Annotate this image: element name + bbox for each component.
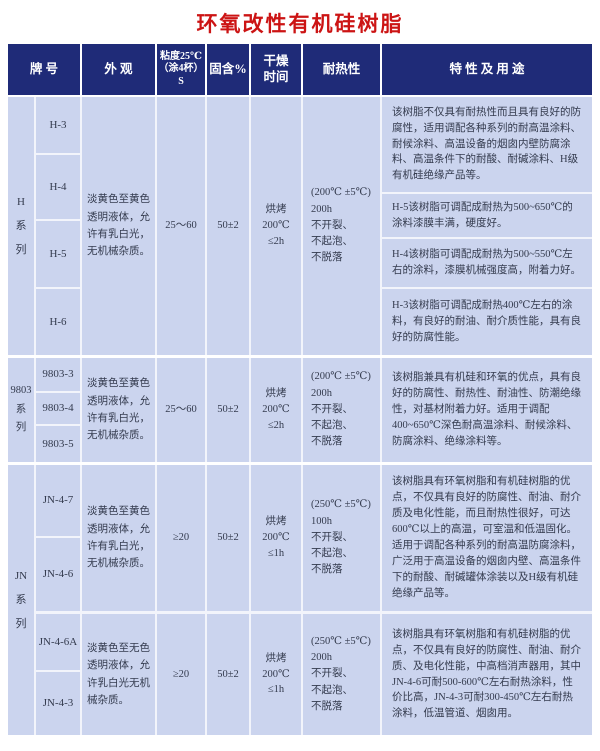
series-cell: 9803 系 列 xyxy=(8,358,34,462)
grade-cell: H-5 xyxy=(36,221,80,287)
section-divider xyxy=(8,462,592,465)
viscosity-cell: 25～60 xyxy=(157,97,205,355)
features-cell: 该树脂不仅具有耐热性而且具有良好的防腐性，适用调配各种系列的耐高温涂料、耐候涂料… xyxy=(382,97,592,192)
viscosity-cell: 25～60 xyxy=(157,358,205,462)
section-divider xyxy=(8,355,592,358)
section-9803-series: 9803 系 列 9803-3 9803-4 9803-5 淡黄色至黄色透明液体… xyxy=(8,358,592,462)
grade-cell: JN-4-7 xyxy=(36,465,80,536)
header-heat-resistance: 耐热性 xyxy=(303,44,380,95)
drying-cell: 烘烤 200℃ ≤2h xyxy=(251,358,301,462)
header-drying-time: 干燥 时间 xyxy=(251,44,301,95)
appearance-cell: 淡黄色至黄色透明液体，允许有乳白光，无机械杂质。 xyxy=(82,97,155,355)
grade-column: 9803-3 9803-4 9803-5 xyxy=(36,358,80,462)
features-column: 该树脂兼具有机硅和环氧的优点，具有良好的防腐性、耐热性、耐油性、防潮绝缘性，对基… xyxy=(382,358,592,462)
heat-resistance-cell: (200℃ ±5℃) 200h 不开裂、 不起泡、 不脱落 xyxy=(303,97,380,355)
features-column: 该树脂不仅具有耐热性而且具有良好的防腐性，适用调配各种系列的耐高温涂料、耐候涂料… xyxy=(382,97,592,355)
series-cell: H 系 列 xyxy=(8,97,34,355)
jn-subgroup-2: JN-4-6A JN-4-3 淡黄色至无色透明液体，允许乳白光无机械杂质。 ≥2… xyxy=(36,614,592,735)
appearance-cell: 淡黄色至无色透明液体，允许乳白光无机械杂质。 xyxy=(82,614,155,735)
features-cell: 该树脂兼具有机硅和环氧的优点，具有良好的防腐性、耐热性、耐油性、防潮绝缘性，对基… xyxy=(382,358,592,462)
page-title: 环氧改性有机硅树脂 xyxy=(196,12,404,36)
solid-content-cell: 50±2 xyxy=(207,97,249,355)
section-jn-series: JN 系 列 JN-4-7 JN-4-6 淡黄色至黄色透明液体，允许有乳白光，无… xyxy=(8,465,592,735)
grade-column: H-3 H-4 H-5 H-6 xyxy=(36,97,80,355)
solid-content-cell: 50±2 xyxy=(207,614,249,735)
appearance-cell: 淡黄色至黄色透明液体，允许有乳白光，无机械杂质。 xyxy=(82,465,155,611)
grade-cell: H-6 xyxy=(36,289,80,355)
grade-cell: JN-4-6 xyxy=(36,538,80,611)
grade-cell: JN-4-6A xyxy=(36,614,80,670)
header-brand: 牌 号 xyxy=(8,44,80,95)
header-features: 特 性 及 用 途 xyxy=(382,44,592,95)
header-appearance: 外 观 xyxy=(82,44,155,95)
drying-cell: 烘烤 200℃ ≤1h xyxy=(251,465,301,611)
features-cell: H-4该树脂可调配成耐热为500~550℃左右的涂料，漆膜机械强度高，附着力好。 xyxy=(382,239,592,287)
section-h-series: H 系 列 H-3 H-4 H-5 H-6 淡黄色至黄色透明液体，允许有乳白光，… xyxy=(8,97,592,355)
grade-cell: JN-4-3 xyxy=(36,672,80,735)
features-cell: 该树脂具有环氧树脂和有机硅树脂的优点，不仅具有良好的防腐性、耐油、耐介质、及电化… xyxy=(382,614,592,735)
features-cell: H-5该树脂可调配成耐热为500~650℃的涂料漆膜丰满，硬度好。 xyxy=(382,194,592,237)
jn-subgroups: JN-4-7 JN-4-6 淡黄色至黄色透明液体，允许有乳白光，无机械杂质。 ≥… xyxy=(36,465,592,735)
features-cell: 该树脂具有环氧树脂和有机硅树脂的优点，不仅具有良好的防腐性、耐油、耐介质及电化性… xyxy=(382,465,592,611)
header-viscosity: 粘度25℃ （涂4杯） S xyxy=(157,44,205,95)
grade-column: JN-4-6A JN-4-3 xyxy=(36,614,80,735)
viscosity-cell: ≥20 xyxy=(157,614,205,735)
jn-subgroup-1: JN-4-7 JN-4-6 淡黄色至黄色透明液体，允许有乳白光，无机械杂质。 ≥… xyxy=(36,465,592,611)
heat-resistance-cell: (200℃ ±5℃) 200h 不开裂、 不起泡、 不脱落 xyxy=(303,358,380,462)
grade-cell: 9803-5 xyxy=(36,426,80,462)
resin-spec-table: 牌 号 外 观 粘度25℃ （涂4杯） S 固含% 干燥 时间 耐热性 特 性 … xyxy=(8,44,592,735)
grade-cell: H-3 xyxy=(36,97,80,153)
header-solid-content: 固含% xyxy=(207,44,249,95)
heat-resistance-cell: (250℃ ±5℃) 100h 不开裂、 不起泡、 不脱落 xyxy=(303,465,380,611)
grade-cell: 9803-4 xyxy=(36,393,80,424)
grade-cell: 9803-3 xyxy=(36,358,80,391)
viscosity-cell: ≥20 xyxy=(157,465,205,611)
drying-cell: 烘烤 200℃ ≤1h xyxy=(251,614,301,735)
appearance-cell: 淡黄色至黄色透明液体，允许有乳白光，无机械杂质。 xyxy=(82,358,155,462)
series-cell: JN 系 列 xyxy=(8,465,34,735)
solid-content-cell: 50±2 xyxy=(207,358,249,462)
table-header-row: 牌 号 外 观 粘度25℃ （涂4杯） S 固含% 干燥 时间 耐热性 特 性 … xyxy=(8,44,592,95)
features-cell: H-3该树脂可调配成耐热400℃左右的涂料，有良好的耐油、耐介质性能，具有良好的… xyxy=(382,289,592,355)
drying-cell: 烘烤 200℃ ≤2h xyxy=(251,97,301,355)
grade-column: JN-4-7 JN-4-6 xyxy=(36,465,80,611)
heat-resistance-cell: (250℃ ±5℃) 200h 不开裂、 不起泡、 不脱落 xyxy=(303,614,380,735)
grade-cell: H-4 xyxy=(36,155,80,219)
solid-content-cell: 50±2 xyxy=(207,465,249,611)
